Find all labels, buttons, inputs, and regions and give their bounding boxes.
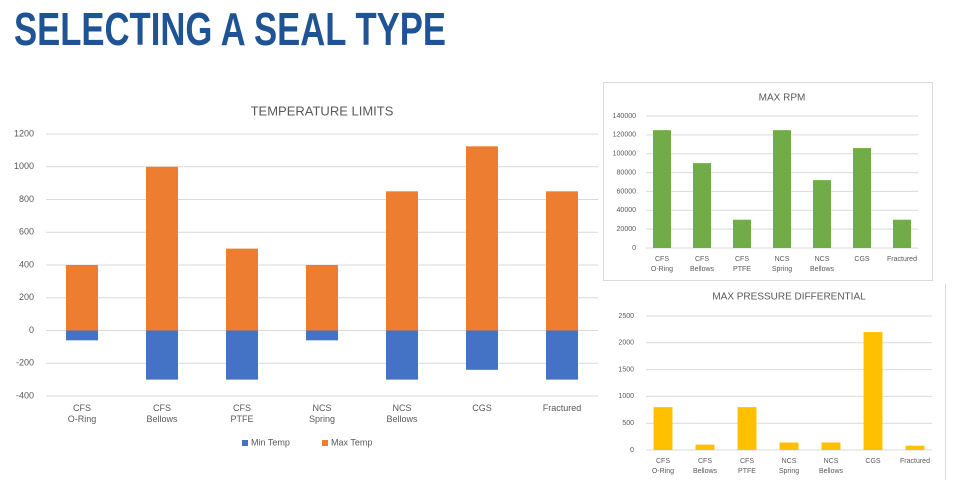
y-tick-label: 80000 [617,169,637,176]
bar [773,130,791,248]
bar [821,442,841,450]
bar [146,330,178,380]
chart-title: MAX RPM [759,93,806,104]
bar [905,445,925,450]
bar [466,146,498,331]
y-tick-label: 2000 [618,340,634,347]
legend-label: Min Temp [251,437,290,447]
bar [466,330,498,370]
y-tick-label: 400 [19,259,34,269]
bar [853,148,871,248]
x-tick-label: NCS Spring [772,256,792,273]
bar [226,330,258,380]
bar [546,191,578,331]
x-tick-label: CFS Bellows [693,458,718,475]
x-tick-label: CFS Bellows [690,256,715,273]
x-tick-label: CFS PTFE [230,403,253,424]
bar [733,219,751,248]
bar [66,265,98,331]
y-tick-label: 1000 [618,393,634,400]
legend-swatch [322,440,328,446]
y-tick-label: 40000 [617,207,637,214]
y-tick-label: 140000 [613,113,636,120]
x-tick-label: CFS O-Ring [651,256,673,273]
x-tick-label: Fractured [887,256,917,263]
y-tick-label: 600 [19,227,34,237]
x-tick-label: CGS [854,256,870,263]
bar [546,330,578,380]
y-tick-label: 120000 [613,132,636,139]
chart-title: TEMPERATURE LIMITS [251,103,394,118]
bar [779,442,799,450]
x-tick-label: NCS Bellows [810,256,835,273]
bar [306,330,338,341]
x-tick-label: NCS Spring [779,458,799,475]
y-tick-label: 0 [29,325,34,335]
x-tick-label: NCS Bellows [386,403,418,424]
y-tick-label: 100000 [613,151,636,158]
x-tick-label: CFS PTFE [733,256,751,273]
bar [863,332,883,450]
y-tick-label: 2500 [618,313,634,320]
y-tick-label: 0 [630,447,634,454]
bar [226,248,258,331]
y-tick-label: 500 [622,420,634,427]
y-tick-label: 1500 [618,366,634,373]
bar [386,330,418,380]
bar [66,330,98,341]
y-tick-label: 60000 [617,188,637,195]
y-tick-label: 20000 [617,226,637,233]
bar [893,219,911,248]
y-tick-label: 800 [19,194,34,204]
y-tick-label: -200 [16,358,34,368]
chart-title: MAX PRESSURE DIFFERENTIAL [712,292,866,303]
bar [306,265,338,331]
y-tick-label: 200 [19,292,34,302]
legend-swatch [242,440,248,446]
y-tick-label: 1000 [14,161,34,171]
bar [653,407,673,450]
bar [737,407,757,450]
bar [386,191,418,331]
slide-title: SELECTING A SEAL TYPE [14,3,446,55]
bar [146,166,178,331]
bar [695,444,715,450]
x-tick-label: NCS Bellows [819,458,844,475]
bar [813,180,831,248]
x-tick-label: CFS O-Ring [68,403,97,424]
x-tick-label: Fractured [543,403,582,413]
x-tick-label: Fractured [900,458,930,465]
legend-label: Max Temp [331,437,372,447]
y-tick-label: 0 [632,245,636,252]
x-tick-label: CFS Bellows [146,403,178,424]
chart-frame [603,82,933,281]
x-tick-label: CGS [865,458,881,465]
x-tick-label: NCS Spring [309,403,335,424]
y-tick-label: -400 [16,390,34,400]
bar [693,163,711,248]
x-tick-label: CFS PTFE [738,458,756,475]
x-tick-label: CFS O-Ring [652,458,674,475]
bar [653,130,671,248]
y-tick-label: 1200 [14,128,34,138]
x-tick-label: CGS [472,403,492,413]
